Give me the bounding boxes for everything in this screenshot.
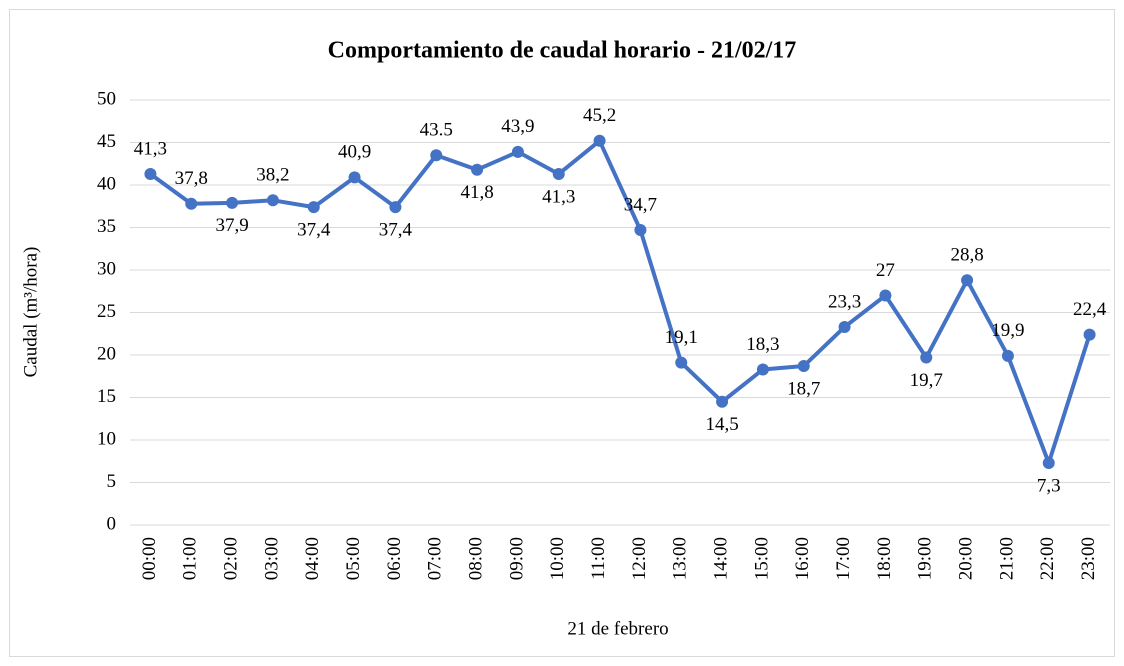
data-point: [1083, 328, 1096, 341]
data-label: 40,9: [338, 142, 371, 163]
data-label: 7,3: [1037, 475, 1061, 496]
data-point: [144, 167, 157, 180]
data-label: 37,9: [215, 215, 248, 236]
data-label: 43.5: [420, 120, 453, 141]
data-label: 37,4: [297, 219, 331, 240]
data-point: [348, 171, 361, 184]
data-line: [149, 138, 1092, 465]
data-point: [593, 134, 606, 147]
x-tick-label: 23:00: [1078, 537, 1099, 580]
y-tick-label: 20: [97, 343, 116, 364]
x-tick-label: 19:00: [915, 537, 936, 580]
data-label: 22,4: [1073, 299, 1107, 320]
y-tick-label: 45: [97, 131, 116, 152]
x-tick-label: 20:00: [955, 537, 976, 580]
data-point: [920, 351, 933, 364]
data-label: 43,9: [501, 116, 534, 137]
data-label: 34,7: [624, 194, 657, 215]
data-point: [1001, 349, 1014, 362]
y-tick-label: 0: [107, 513, 117, 534]
data-label: 37,8: [175, 168, 208, 189]
chart-title: Comportamiento de caudal horario - 21/02…: [328, 38, 797, 64]
y-tick-label: 25: [97, 301, 116, 322]
x-tick-label: 00:00: [139, 537, 160, 580]
data-label: 45,2: [583, 105, 616, 126]
x-tick-label: 02:00: [220, 537, 241, 580]
x-tick-label: 03:00: [261, 537, 282, 580]
data-label: 14,5: [705, 414, 738, 435]
x-tick-label: 11:00: [588, 537, 609, 580]
data-label: 28,8: [950, 245, 983, 266]
data-label: 19,9: [991, 320, 1024, 341]
data-point: [185, 197, 198, 210]
x-tick-label: 22:00: [1037, 537, 1058, 580]
x-tick-label: 04:00: [302, 537, 323, 580]
x-tick-label: 07:00: [425, 537, 446, 580]
x-tick-label: 05:00: [343, 537, 364, 580]
data-label: 41,3: [542, 186, 575, 207]
chart-border: [9, 9, 1115, 657]
y-tick-label: 40: [97, 173, 116, 194]
y-tick-label: 10: [97, 428, 116, 449]
y-tick-label: 15: [97, 386, 116, 407]
data-label: 38,2: [256, 165, 289, 186]
data-point: [266, 194, 279, 207]
data-label: 37,4: [379, 219, 413, 240]
x-tick-label: 17:00: [833, 537, 854, 580]
x-axis-label: 21 de febrero: [567, 618, 668, 639]
data-label: 23,3: [828, 291, 861, 312]
x-tick-label: 01:00: [180, 537, 201, 580]
y-tick-label: 5: [107, 471, 117, 492]
x-tick-label: 21:00: [996, 537, 1017, 580]
y-axis-label: Caudal (m³/hora): [20, 247, 41, 378]
x-tick-label: 16:00: [792, 537, 813, 580]
data-label: 27: [876, 260, 895, 281]
data-label: 18,7: [787, 378, 820, 399]
data-point: [756, 363, 769, 376]
data-point: [389, 201, 402, 214]
data-label: 41,8: [460, 182, 493, 203]
x-tick-label: 09:00: [506, 537, 527, 580]
x-tick-label: 13:00: [670, 537, 691, 580]
x-tick-label: 14:00: [710, 537, 731, 580]
data-point: [961, 274, 974, 287]
data-point: [797, 360, 810, 373]
data-label: 41,3: [134, 138, 167, 159]
data-point: [675, 356, 688, 369]
data-point: [634, 224, 647, 237]
x-tick-label: 06:00: [384, 537, 405, 580]
data-label: 19,7: [910, 370, 943, 391]
data-point: [430, 149, 443, 162]
data-point: [1042, 456, 1055, 469]
x-tick-label: 15:00: [751, 537, 772, 580]
data-label: 19,1: [665, 327, 698, 348]
x-tick-label: 12:00: [629, 537, 650, 580]
data-point: [471, 163, 484, 176]
y-tick-label: 50: [97, 88, 116, 109]
data-point: [879, 289, 892, 302]
data-point: [552, 167, 565, 180]
data-point: [838, 320, 851, 333]
data-point: [307, 201, 320, 214]
data-label: 18,3: [746, 334, 779, 355]
y-tick-label: 30: [97, 258, 116, 279]
y-tick-label: 35: [97, 216, 116, 237]
x-tick-label: 10:00: [547, 537, 568, 580]
x-tick-label: 18:00: [874, 537, 895, 580]
x-tick-label: 08:00: [465, 537, 486, 580]
data-point: [716, 395, 729, 408]
data-point: [511, 145, 524, 158]
data-point: [226, 196, 239, 209]
